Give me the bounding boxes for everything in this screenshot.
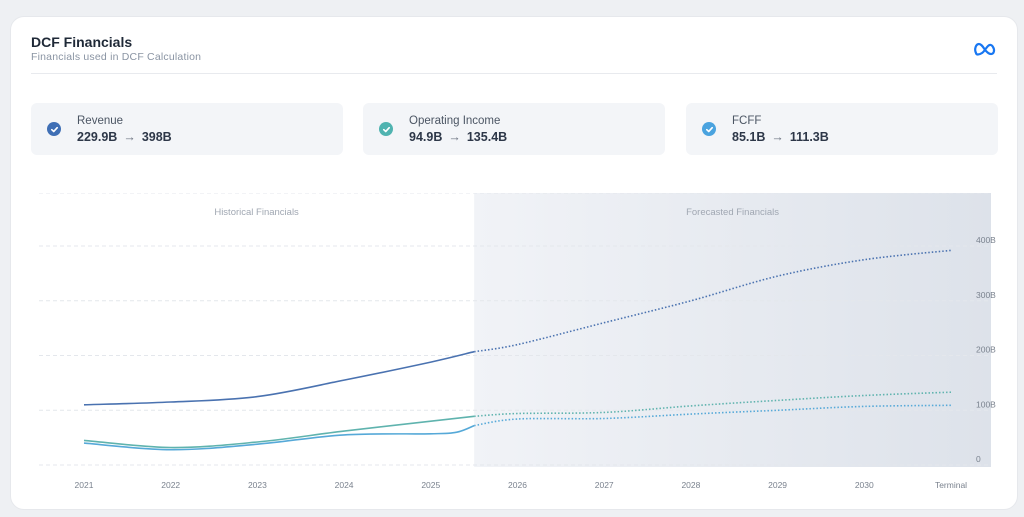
x-tick-label: 2028 <box>681 480 700 490</box>
dcf-financials-card: DCF Financials Financials used in DCF Ca… <box>10 16 1018 510</box>
kpi-label: FCFF <box>732 115 762 127</box>
company-logo-icon <box>974 42 996 56</box>
kpi-label: Operating Income <box>409 115 501 127</box>
x-tick-label: 2027 <box>595 480 614 490</box>
kpi-to-value: 135.4B <box>466 130 508 144</box>
check-circle-icon <box>47 122 61 136</box>
x-tick-label: 2024 <box>335 480 354 490</box>
series-line-revenue-historical <box>83 350 475 406</box>
header-divider <box>31 73 997 74</box>
forecast-region <box>474 193 991 467</box>
series-line-fcff-historical <box>83 424 475 451</box>
series-line-fcff-forecast <box>474 404 952 427</box>
card-title: DCF Financials <box>31 34 133 50</box>
kpi-values: 85.1B → 111.3B <box>732 130 829 144</box>
x-tick-label: Terminal <box>935 480 967 490</box>
x-tick-label: 2025 <box>421 480 440 490</box>
region-label-historical: Historical Financials <box>214 207 299 218</box>
kpi-label: Revenue <box>77 115 124 127</box>
x-tick-label: 2026 <box>508 480 527 490</box>
arrow-right-icon: → <box>448 130 461 144</box>
kpi-to-value: 111.3B <box>789 130 829 144</box>
y-tick-label: 400B <box>976 235 996 245</box>
series-line-operating_income-historical <box>83 415 475 449</box>
x-tick-label: 2023 <box>248 480 267 490</box>
y-tick-label: 200B <box>976 345 996 355</box>
region-label-forecasted: Forecasted Financials <box>686 207 779 218</box>
dcf-line-chart: Historical Financials Forecasted Financia… <box>39 193 996 490</box>
card-subtitle: Financials used in DCF Calculation <box>31 51 202 63</box>
kpi-card-fcff: FCFF 85.1B → 111.3B <box>686 103 998 155</box>
kpi-from-value: 94.9B <box>409 130 443 144</box>
kpi-values: 229.9B → 398B <box>77 130 172 144</box>
series-line-operating_income-forecast <box>474 391 952 418</box>
y-tick-label: 300B <box>976 290 996 300</box>
kpi-card-revenue: Revenue 229.9B → 398B <box>31 103 343 155</box>
x-tick-label: 2022 <box>161 480 180 490</box>
check-circle-icon <box>379 122 393 136</box>
kpi-card-operating-income: Operating Income 94.9B → 135.4B <box>363 103 665 155</box>
kpi-from-value: 229.9B <box>77 130 118 144</box>
x-tick-label: 2029 <box>768 480 787 490</box>
kpi-from-value: 85.1B <box>732 130 766 144</box>
x-tick-label: 2030 <box>855 480 874 490</box>
kpi-to-value: 398B <box>141 130 172 144</box>
x-tick-label: 2021 <box>75 480 94 490</box>
y-tick-label: 0 <box>976 454 981 464</box>
arrow-right-icon: → <box>123 130 136 144</box>
check-circle-icon <box>702 122 716 136</box>
y-tick-label: 100B <box>976 399 996 409</box>
kpi-values: 94.9B → 135.4B <box>409 130 507 144</box>
arrow-right-icon: → <box>771 130 784 144</box>
